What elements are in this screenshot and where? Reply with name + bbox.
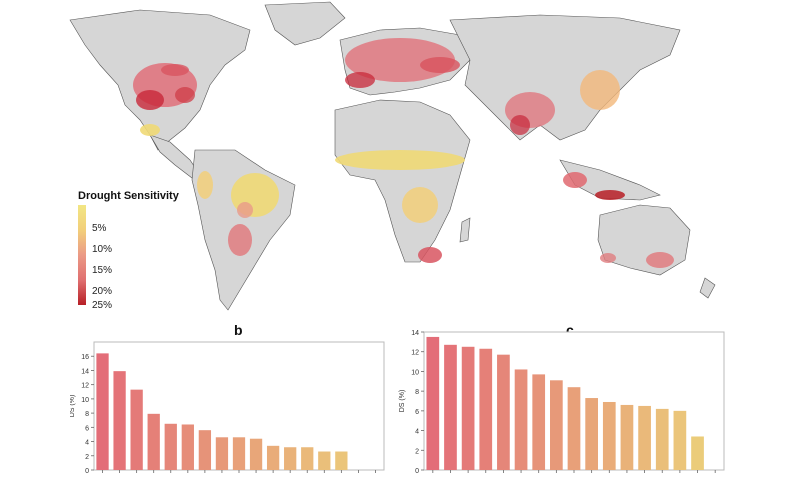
y-tick-label: 6 <box>85 425 89 432</box>
y-tick-label: 8 <box>85 411 89 418</box>
madagascar <box>459 217 471 243</box>
bar <box>215 437 229 470</box>
y-axis-label: DS (%) <box>399 390 406 413</box>
bar <box>96 353 109 470</box>
y-tick-label: 14 <box>81 368 89 375</box>
bar-chart-b: 0 2 4 6 8 10 12 14 16 DS (%) <box>70 341 385 475</box>
bar <box>335 451 348 470</box>
y-tick-label: 4 <box>415 429 419 436</box>
y-tick-label: 4 <box>85 440 89 447</box>
bar-chart-c: 0 2 4 6 8 10 12 14 DS (%) <box>399 330 725 475</box>
y-tick-label: 2 <box>85 454 89 461</box>
legend: Drought Sensitivity 5% 10% 15% 20% 25% <box>74 190 214 320</box>
y-tick-label: 8 <box>415 389 419 396</box>
bar <box>426 336 440 470</box>
bar <box>147 413 160 470</box>
new-zealand <box>699 277 716 299</box>
bar <box>318 451 331 470</box>
legend-tick: 25% <box>92 300 113 311</box>
africa <box>334 99 471 263</box>
bar <box>602 401 616 470</box>
bar <box>638 405 651 470</box>
greenland <box>264 1 346 46</box>
bar <box>673 410 687 470</box>
bar <box>655 408 669 470</box>
y-tick-label: 2 <box>415 448 419 455</box>
bar <box>284 447 297 470</box>
asia <box>449 14 681 141</box>
y-tick-label: 12 <box>81 383 89 390</box>
legend-tick: 5% <box>92 223 107 234</box>
bar <box>266 445 280 470</box>
bar <box>620 404 634 470</box>
legend-colorbar <box>78 205 86 305</box>
bar <box>164 423 177 470</box>
bar <box>198 430 212 470</box>
bar <box>479 348 493 470</box>
y-tick-label: 6 <box>415 409 419 416</box>
y-tick-label: 16 <box>81 354 89 361</box>
y-tick-label: 12 <box>411 350 419 357</box>
bar <box>514 369 528 470</box>
y-tick-label: 10 <box>411 369 419 376</box>
bar <box>249 438 263 470</box>
panel-label-c: c <box>566 322 574 338</box>
bar <box>130 389 143 470</box>
bar <box>691 436 704 470</box>
y-tick-label: 0 <box>415 468 419 475</box>
central-america <box>149 134 201 179</box>
panel-label-b: b <box>234 322 243 338</box>
bar <box>301 447 314 470</box>
bar <box>585 398 598 470</box>
bar <box>567 387 581 470</box>
legend-tick: 10% <box>92 244 113 255</box>
y-tick-label: 0 <box>85 468 89 475</box>
y-tick-label: 14 <box>411 330 419 337</box>
y-axis-label: DS (%) <box>70 395 76 418</box>
bar <box>550 380 563 470</box>
australia <box>597 204 691 276</box>
bar <box>444 344 457 470</box>
legend-tick: 20% <box>92 286 113 297</box>
bar <box>113 371 126 470</box>
bar <box>532 374 546 470</box>
bar <box>181 424 194 470</box>
legend-tick: 15% <box>92 265 113 276</box>
legend-title: Drought Sensitivity <box>78 190 179 202</box>
bar <box>232 437 246 470</box>
bar <box>461 346 475 470</box>
drought-hotspots <box>133 38 674 268</box>
world-drought-map <box>69 1 716 311</box>
y-tick-label: 10 <box>81 397 89 404</box>
bar <box>497 354 510 470</box>
